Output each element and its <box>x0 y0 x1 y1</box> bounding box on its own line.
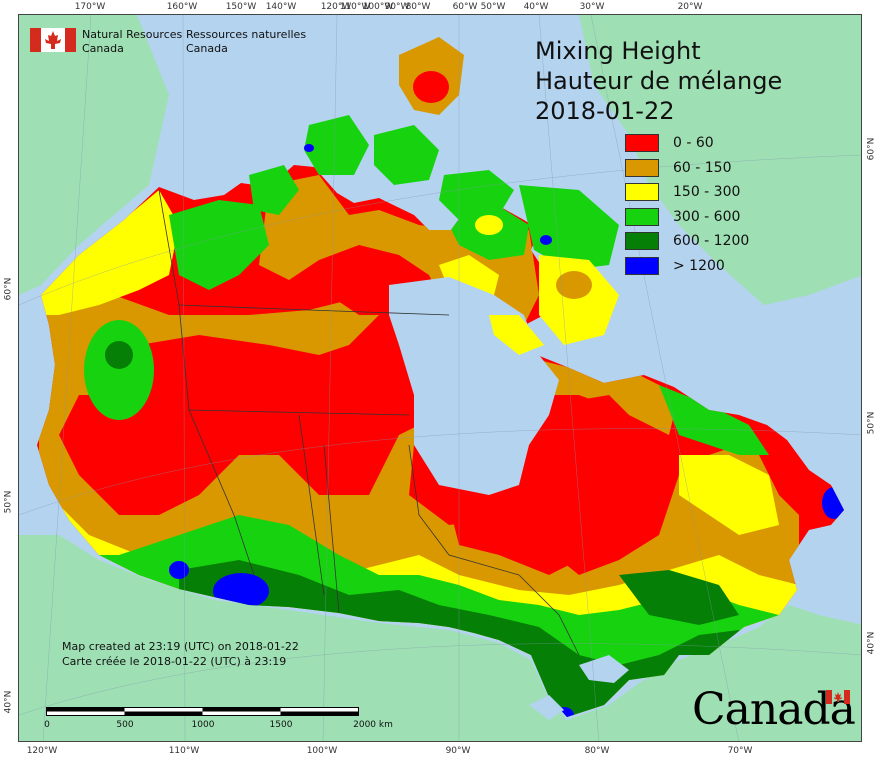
southampton-island <box>489 315 544 355</box>
legend-label: 600 - 1200 <box>673 233 750 249</box>
zone-0-60 <box>544 395 649 535</box>
lon-label: 70°W <box>727 746 753 756</box>
lon-label: 80°W <box>584 746 610 756</box>
lon-label: 30°W <box>579 2 605 12</box>
title-fr: Hauteur de mélange <box>535 67 783 95</box>
legend-label: 60 - 150 <box>673 159 732 176</box>
island <box>304 115 369 175</box>
lat-label: 50°N <box>3 490 14 514</box>
lon-label: 110°W <box>168 746 200 756</box>
zone-over-1200 <box>822 487 844 519</box>
greenland-land <box>579 15 861 305</box>
legend-swatch <box>625 134 659 152</box>
island <box>539 255 619 345</box>
lon-label: 150°W <box>225 2 257 12</box>
legend-label: 0 - 60 <box>673 135 714 151</box>
scale-label: 500 <box>116 720 134 730</box>
arctic-islands <box>249 37 619 345</box>
scale-label: 2000 km <box>353 720 393 730</box>
lon-label: 170°W <box>74 2 106 12</box>
legend-label: > 1200 <box>673 257 725 274</box>
agency-name-en: Natural Resources Canada <box>82 28 183 55</box>
scale-label: 0 <box>44 720 50 730</box>
lon-label: 40°W <box>523 2 549 12</box>
lon-label: 80°W <box>405 2 431 12</box>
lon-label: 90°W <box>384 2 410 12</box>
lon-label: 100°W <box>362 2 394 12</box>
zone-150-300 <box>39 190 179 315</box>
lon-label: 60°W <box>452 2 478 12</box>
lat-label: 40°N <box>3 690 14 714</box>
agency-name-fr: Ressources naturelles Canada <box>186 28 307 55</box>
zone-300-600 <box>169 200 269 290</box>
title-en: Mixing Height <box>535 37 701 65</box>
lat-label: 40°N <box>866 631 877 655</box>
zone-150-300 <box>679 455 779 535</box>
zone-300-600 <box>659 385 769 455</box>
legend-swatch <box>625 158 659 177</box>
legend-swatch <box>625 183 659 201</box>
island <box>519 185 619 270</box>
scale-label: 1500 <box>269 720 293 730</box>
scale-label: 1000 <box>191 720 215 730</box>
island <box>556 271 592 299</box>
map-title: Mixing Height Hauteur de mélange 2018-01… <box>535 36 782 126</box>
island <box>304 144 314 152</box>
map-canvas <box>18 14 862 742</box>
island <box>249 165 299 215</box>
zone-0-60 <box>449 495 579 575</box>
lon-label: 50°W <box>480 2 506 12</box>
island <box>374 125 439 185</box>
creation-note-en: Map created at 23:19 (UTC) on 2018-01-22 <box>62 640 299 653</box>
lon-label: 140°W <box>265 2 297 12</box>
zone-600-1200 <box>619 570 739 625</box>
zone-600-1200 <box>105 341 133 369</box>
lon-label: 120°W <box>26 746 58 756</box>
wordmark-flag-icon <box>826 690 850 704</box>
legend-label: 300 - 600 <box>673 208 741 225</box>
canada-wordmark: Canada <box>692 684 856 735</box>
zone-0-60 <box>59 315 449 515</box>
island <box>439 170 514 220</box>
usa-land <box>19 535 861 741</box>
legend-swatch <box>625 256 659 275</box>
island <box>413 71 449 103</box>
canada-flag-icon <box>30 28 76 52</box>
scale-bar: 0 500 1000 1500 2000 km <box>44 704 393 730</box>
legend-swatch <box>625 232 659 250</box>
zone-over-1200 <box>169 561 189 579</box>
island <box>540 235 552 245</box>
lon-label: 110°W <box>339 2 371 12</box>
lon-label: 160°W <box>166 2 198 12</box>
lon-label: 20°W <box>677 2 703 12</box>
lon-label: 90°W <box>445 746 471 756</box>
creation-note-fr: Carte créée le 2018-01-22 (UTC) à 23:19 <box>62 655 287 668</box>
lon-label: 120°W <box>320 2 352 12</box>
great-lakes <box>579 655 629 683</box>
creation-note: Map created at 23:19 (UTC) on 2018-01-22… <box>62 639 299 669</box>
lon-label: 100°W <box>306 746 338 756</box>
lat-label: 60°N <box>3 277 14 301</box>
great-lakes <box>529 695 564 720</box>
legend-swatch <box>625 207 659 226</box>
lat-label: 50°N <box>866 411 877 435</box>
map-date: 2018-01-22 <box>535 97 675 125</box>
nrcan-signature: Natural Resources Canada Ressources natur… <box>30 28 306 56</box>
alaska-land <box>19 15 169 295</box>
map-svg <box>19 15 861 741</box>
province-borders <box>158 189 580 656</box>
zone-300-600 <box>84 320 154 420</box>
legend-label: 150 - 300 <box>673 184 741 200</box>
lat-label: 60°N <box>866 137 877 161</box>
island <box>475 215 503 235</box>
scale-bar-graphic <box>46 707 359 716</box>
graticule <box>19 15 861 741</box>
